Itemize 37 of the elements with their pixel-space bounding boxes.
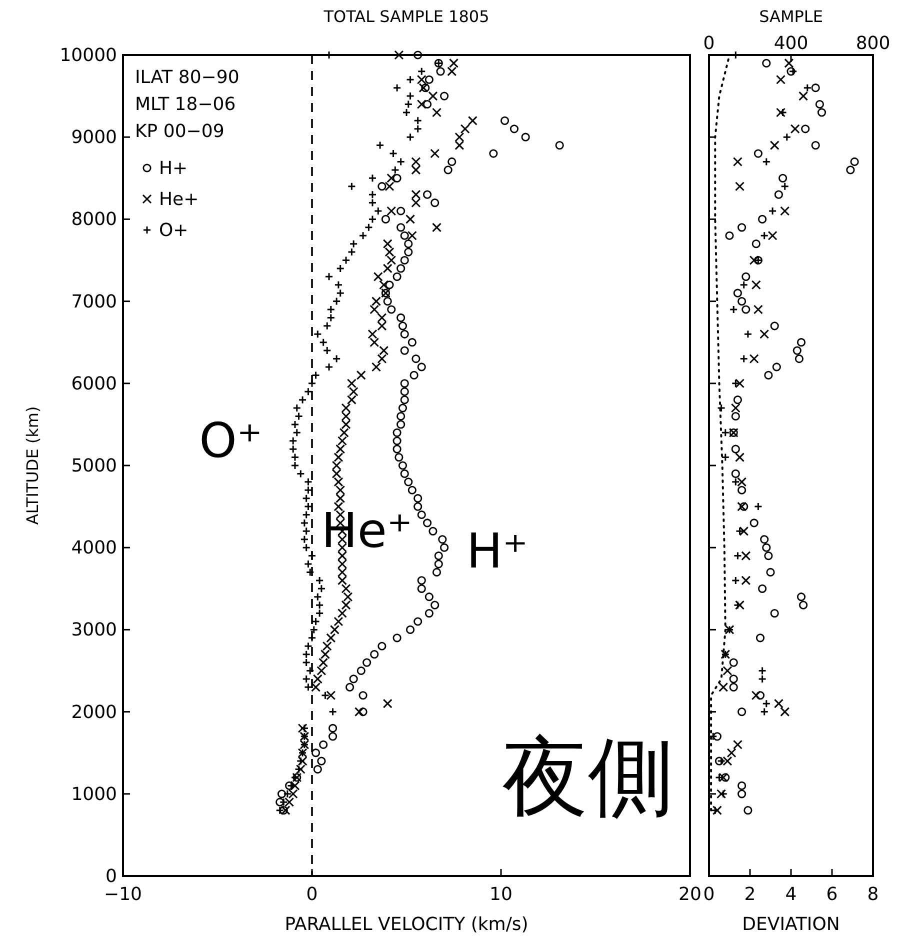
x-axis-title: PARALLEL VELOCITY (km/s) xyxy=(284,914,528,935)
x-tick-label: 0 xyxy=(703,884,715,905)
chart-title: TOTAL SAMPLE 1805 xyxy=(322,7,490,26)
y-tick-label: 6000 xyxy=(71,373,117,394)
y-tick-label: 7000 xyxy=(71,291,117,312)
annotation: H⁺ xyxy=(466,524,528,580)
y-tick-label: 9000 xyxy=(71,127,117,148)
y-tick-label: 10000 xyxy=(60,45,117,66)
annotation: MLT 18−06 xyxy=(135,94,236,115)
x2-tick-label: 800 xyxy=(856,33,890,54)
x-tick-label: 20 xyxy=(678,884,702,905)
x-tick-label: 8 xyxy=(867,884,879,905)
y-axis-title: ALTITUDE (km) xyxy=(23,406,42,525)
x-tick-label: 10 xyxy=(490,884,512,905)
x-tick-label: 2 xyxy=(744,884,756,905)
x2-axis-title: SAMPLE xyxy=(759,7,823,26)
x2-tick-label: 0 xyxy=(703,33,715,54)
legend-label: O+ xyxy=(159,220,188,241)
x2-tick-label: 400 xyxy=(774,33,808,54)
x-tick-label: 6 xyxy=(826,884,838,905)
legend-label: He+ xyxy=(159,189,199,210)
x-tick-label: −10 xyxy=(104,884,142,905)
annotation: ILAT 80−90 xyxy=(135,67,240,88)
y-tick-label: 1000 xyxy=(71,784,117,805)
x-tick-label: 4 xyxy=(785,884,797,905)
legend-label: H+ xyxy=(159,158,188,179)
annotation: O⁺ xyxy=(199,412,262,469)
x-axis-title: DEVIATION xyxy=(742,914,840,935)
x-tick-label: 0 xyxy=(306,884,318,905)
y-tick-label: 8000 xyxy=(71,209,117,230)
annotation: KP 00−09 xyxy=(135,121,224,142)
y-tick-label: 2000 xyxy=(71,702,117,723)
y-tick-label: 4000 xyxy=(71,538,117,559)
annotation: 夜側 xyxy=(502,727,674,828)
y-tick-label: 0 xyxy=(106,866,117,887)
y-tick-label: 3000 xyxy=(71,620,117,641)
y-tick-label: 5000 xyxy=(71,456,117,476)
